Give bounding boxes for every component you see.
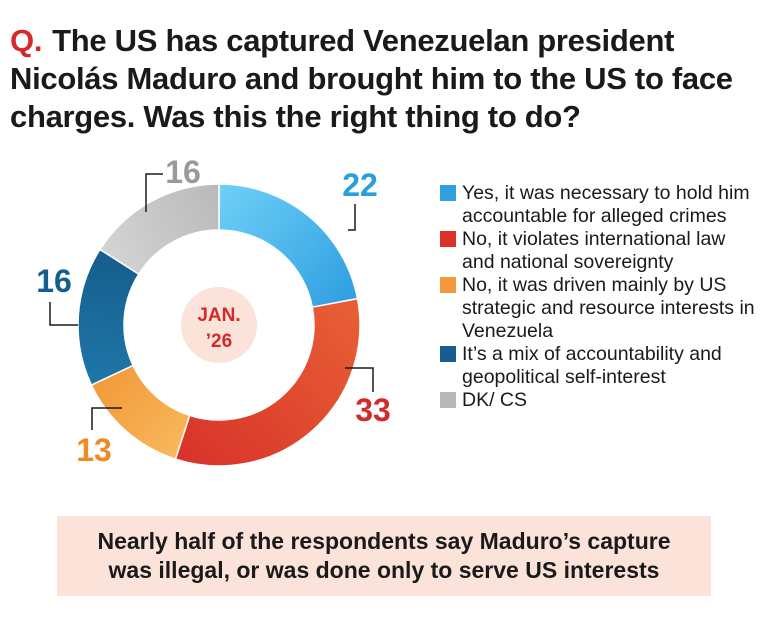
legend-label: It’s a mix of accountability and geopoli… (462, 343, 722, 388)
legend-label: Yes, it was necessary to hold him accoun… (462, 182, 750, 227)
donut-chart-area: 22 33 13 16 16 JAN. ’26 (0, 140, 440, 490)
center-label-month: JAN. (197, 305, 240, 326)
legend: Yes, it was necessary to hold him accoun… (440, 182, 760, 412)
question-prefix: Q. (10, 23, 43, 58)
value-label: 16 (165, 154, 201, 190)
center-label-year: ’26 (206, 331, 232, 352)
value-label: 13 (76, 432, 112, 468)
legend-item-violates-law: No, it violates international law and na… (440, 228, 760, 274)
leader-line (49, 302, 78, 326)
legend-swatch (440, 185, 456, 201)
summary-callout: Nearly half of the respondents say Madur… (57, 516, 711, 596)
legend-item-mix: It’s a mix of accountability and geopoli… (440, 343, 760, 389)
value-label: 22 (342, 167, 378, 203)
leader-line (348, 204, 356, 231)
legend-item-us-interests: No, it was driven mainly by US strategic… (440, 274, 760, 343)
slice-yes (218, 183, 359, 309)
legend-item-yes: Yes, it was necessary to hold him accoun… (440, 182, 760, 228)
question-text: The US has captured Venezuelan president… (10, 23, 733, 134)
leader-line (345, 367, 374, 392)
legend-label: DK/ CS (462, 389, 528, 411)
slice-violates-law (174, 297, 361, 467)
legend-swatch (440, 346, 456, 362)
legend-swatch (440, 277, 456, 293)
donut-chart: 22 33 13 16 16 JAN. ’26 (36, 154, 391, 468)
leader-line (91, 407, 122, 430)
legend-label: No, it violates international law and na… (462, 228, 726, 273)
legend-item-dk-cs: DK/ CS (440, 389, 760, 412)
legend-label: No, it was driven mainly by US strategic… (462, 274, 755, 342)
slice-mix (77, 248, 140, 387)
value-label: 33 (355, 392, 391, 428)
legend-swatch (440, 392, 456, 408)
question-heading: Q. The US has captured Venezuelan preside… (10, 22, 755, 136)
legend-swatch (440, 231, 456, 247)
slice-dk-cs (98, 183, 220, 276)
value-label: 16 (36, 263, 72, 299)
summary-text: Nearly half of the respondents say Madur… (97, 528, 671, 583)
center-badge (181, 287, 257, 363)
leader-line (145, 173, 163, 212)
